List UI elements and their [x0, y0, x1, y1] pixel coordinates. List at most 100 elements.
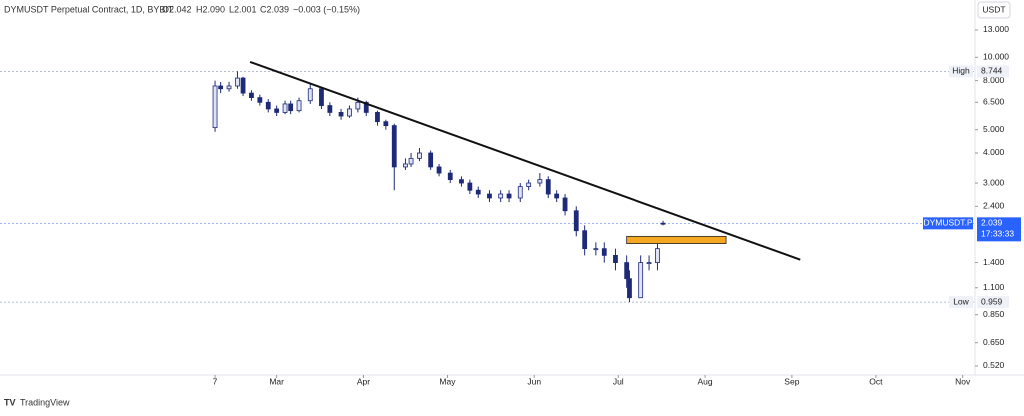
candle-body: [327, 105, 333, 113]
x-tick-label: Mar: [269, 376, 284, 386]
candle-body: [459, 179, 464, 184]
candle-body: [282, 103, 288, 113]
change: −0.003 (−0.15%): [293, 4, 360, 14]
candle-body: [226, 85, 232, 90]
candle-body: [498, 193, 504, 199]
candle-body: [526, 182, 532, 187]
x-tick-label: May: [439, 376, 456, 386]
candle-body: [212, 85, 218, 129]
last-price-box: [977, 217, 1021, 242]
last-price-value: 2.039: [981, 218, 1003, 228]
candle-body: [627, 278, 632, 299]
candle-body: [408, 157, 414, 165]
x-tick-label: Nov: [955, 376, 971, 386]
ohlc-open: O2.042: [162, 4, 192, 14]
candle-body: [274, 108, 280, 113]
trendline: [249, 60, 801, 261]
candle-body: [545, 179, 551, 195]
ohlc-low: L2.001: [229, 4, 257, 14]
candle-body: [363, 101, 369, 113]
marker-label: High: [952, 66, 970, 76]
x-tick-label: Oct: [869, 376, 883, 386]
candle-body: [288, 103, 294, 112]
candle-body: [319, 88, 324, 106]
candle-body: [537, 179, 543, 184]
candle-body: [475, 189, 481, 195]
candle-body: [487, 193, 492, 199]
countdown: 17:33:33: [981, 229, 1014, 239]
currency-box[interactable]: [977, 1, 1011, 19]
candle-body: [417, 152, 422, 159]
x-tick-label: Aug: [698, 376, 713, 386]
candle-body: [562, 197, 568, 212]
x-tick-label: Jun: [527, 376, 541, 386]
candle-body: [467, 182, 473, 191]
candle-body: [506, 193, 512, 199]
zone: [626, 235, 727, 244]
candle-body: [307, 88, 313, 102]
x-tick-label: Apr: [357, 376, 370, 386]
y-tick-label: 2.400: [983, 201, 1005, 211]
ohlc-high: H2.090: [196, 4, 225, 14]
candle-body: [554, 193, 560, 199]
candle-body: [249, 92, 254, 99]
candle-body: [601, 248, 607, 256]
last-price-name: DYMUSDT.P: [923, 218, 972, 228]
marker-value: 8.744: [981, 66, 1003, 76]
y-tick-label: 3.000: [983, 177, 1005, 187]
candle-body: [391, 125, 397, 168]
currency: USDT: [982, 4, 1005, 14]
x-tick-label: Jul: [613, 376, 624, 386]
candle-body: [235, 77, 240, 87]
y-tick-label: 10.000: [983, 52, 1009, 62]
candle-body: [296, 100, 302, 112]
candle-body: [624, 262, 630, 280]
symbol: DYMUSDT Perpetual Contract, 1D, BYBIT: [4, 4, 174, 14]
y-tick-label: 5.000: [983, 124, 1005, 134]
candle-body: [638, 262, 644, 299]
candle-body: [338, 112, 344, 117]
y-tick-label: 1.100: [983, 282, 1005, 292]
y-tick-label: 1.400: [983, 257, 1005, 267]
candle-body: [447, 172, 453, 181]
candle-body: [436, 166, 442, 174]
y-tick-label: 4.000: [983, 147, 1005, 157]
candle-body: [593, 248, 599, 251]
candle-body: [573, 210, 579, 232]
marker-label: Low: [953, 296, 969, 306]
x-tick-label: 7: [213, 376, 218, 386]
y-tick-label: 0.520: [983, 360, 1005, 370]
y-tick-label: 0.850: [983, 309, 1005, 319]
candle-body: [383, 121, 389, 127]
y-tick-label: 8.000: [983, 75, 1005, 85]
candle-body: [517, 186, 523, 199]
candle-body: [240, 77, 246, 94]
y-tick-label: 13.000: [983, 24, 1009, 34]
candle-body: [375, 112, 380, 123]
x-tick-label: Sep: [784, 376, 799, 386]
candle-body: [218, 85, 224, 90]
candle-body: [265, 101, 271, 110]
candle-body: [257, 97, 263, 103]
marker-label-box: [949, 65, 973, 78]
ohlc-close: C2.039: [260, 4, 289, 14]
marker-label-box: [949, 296, 973, 309]
marker-value-box: [977, 65, 1009, 78]
candle-body: [355, 101, 361, 110]
y-tick-label: 0.650: [983, 337, 1005, 347]
marker-value-box: [977, 296, 1009, 309]
candle-body: [660, 222, 666, 225]
candle-body: [347, 108, 352, 117]
y-tick-label: 6.500: [983, 97, 1005, 107]
candle-body: [646, 262, 652, 264]
brand: TradingView: [20, 397, 70, 407]
last-price-name-box: [923, 217, 973, 230]
marker-value: 0.959: [981, 296, 1003, 306]
candle-body: [582, 230, 588, 250]
candle-body: [428, 152, 434, 168]
candle-body: [613, 254, 618, 263]
candle-body: [655, 248, 660, 263]
candle-body: [403, 163, 408, 168]
